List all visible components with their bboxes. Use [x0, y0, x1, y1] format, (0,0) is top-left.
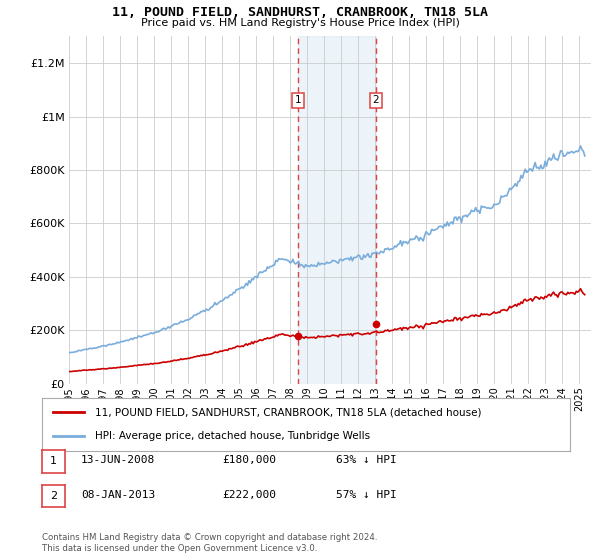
Text: 2: 2 [50, 491, 57, 501]
Text: 11, POUND FIELD, SANDHURST, CRANBROOK, TN18 5LA (detached house): 11, POUND FIELD, SANDHURST, CRANBROOK, T… [95, 408, 481, 418]
Text: £180,000: £180,000 [222, 455, 276, 465]
Text: 08-JAN-2013: 08-JAN-2013 [81, 490, 155, 500]
Text: 1: 1 [50, 456, 57, 466]
Text: HPI: Average price, detached house, Tunbridge Wells: HPI: Average price, detached house, Tunb… [95, 431, 370, 441]
Text: 1: 1 [295, 96, 301, 105]
Bar [298, 36, 376, 384]
Text: 11, POUND FIELD, SANDHURST, CRANBROOK, TN18 5LA: 11, POUND FIELD, SANDHURST, CRANBROOK, T… [112, 6, 488, 18]
Text: 2: 2 [373, 96, 379, 105]
Text: 63% ↓ HPI: 63% ↓ HPI [336, 455, 397, 465]
Text: Contains HM Land Registry data © Crown copyright and database right 2024.
This d: Contains HM Land Registry data © Crown c… [42, 533, 377, 553]
Text: 13-JUN-2008: 13-JUN-2008 [81, 455, 155, 465]
Text: Price paid vs. HM Land Registry's House Price Index (HPI): Price paid vs. HM Land Registry's House … [140, 18, 460, 28]
Text: 57% ↓ HPI: 57% ↓ HPI [336, 490, 397, 500]
Text: £222,000: £222,000 [222, 490, 276, 500]
